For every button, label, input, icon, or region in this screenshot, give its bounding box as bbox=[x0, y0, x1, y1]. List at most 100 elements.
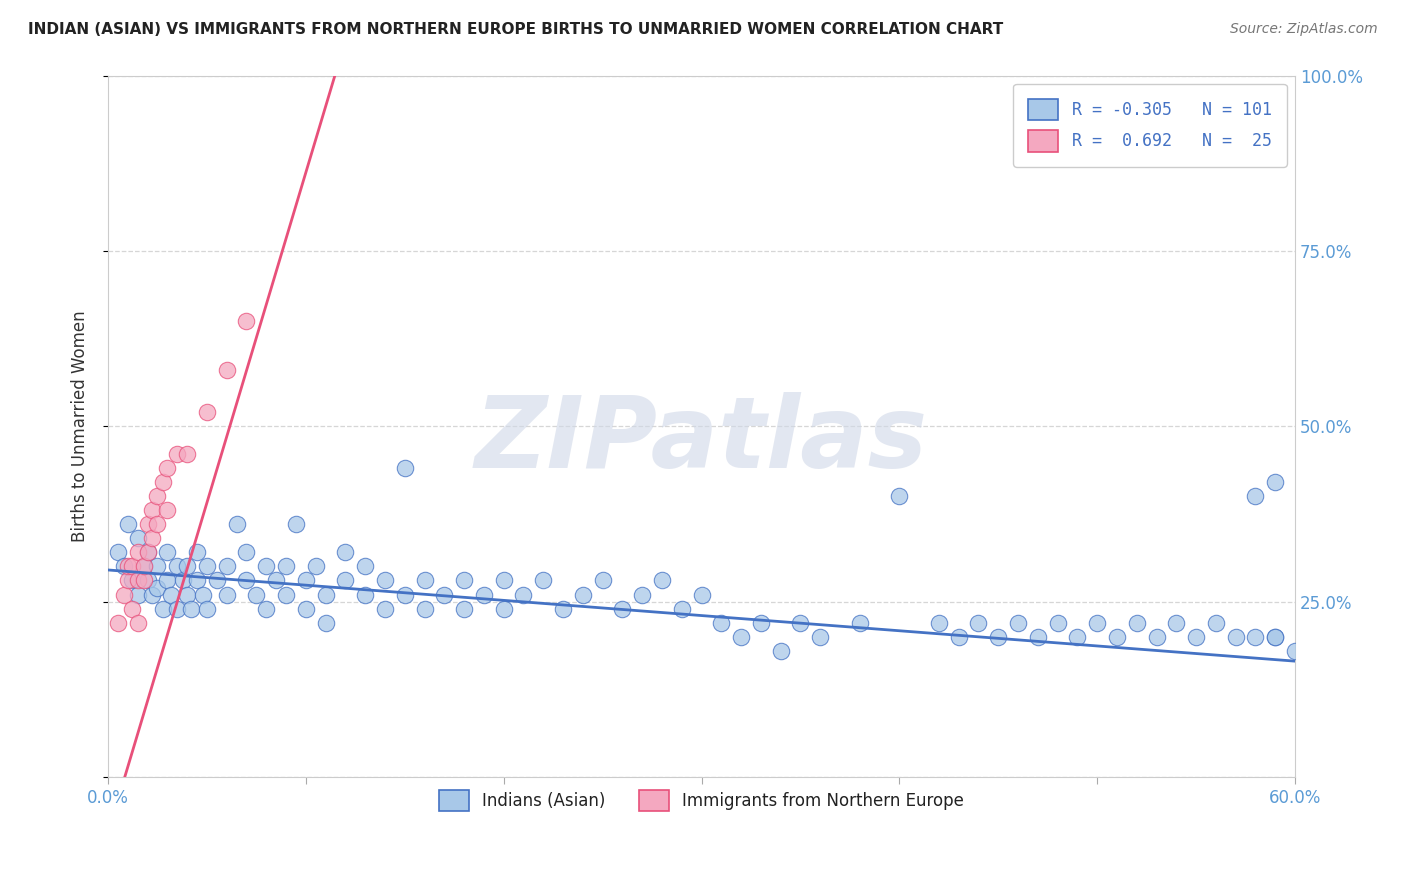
Point bbox=[176, 559, 198, 574]
Point bbox=[453, 601, 475, 615]
Point bbox=[254, 559, 277, 574]
Point bbox=[117, 574, 139, 588]
Point bbox=[152, 601, 174, 615]
Point bbox=[1244, 489, 1267, 503]
Point bbox=[671, 601, 693, 615]
Point bbox=[749, 615, 772, 630]
Point bbox=[264, 574, 287, 588]
Point bbox=[121, 559, 143, 574]
Point bbox=[136, 517, 159, 532]
Point bbox=[315, 587, 337, 601]
Point bbox=[1125, 615, 1147, 630]
Point bbox=[156, 574, 179, 588]
Point bbox=[166, 601, 188, 615]
Point bbox=[492, 574, 515, 588]
Point bbox=[612, 601, 634, 615]
Y-axis label: Births to Unmarried Women: Births to Unmarried Women bbox=[72, 310, 89, 542]
Point bbox=[141, 532, 163, 546]
Point bbox=[132, 559, 155, 574]
Point bbox=[1205, 615, 1227, 630]
Point bbox=[1244, 630, 1267, 644]
Point bbox=[730, 630, 752, 644]
Point bbox=[710, 615, 733, 630]
Point bbox=[127, 574, 149, 588]
Point bbox=[127, 532, 149, 546]
Point bbox=[631, 587, 654, 601]
Point bbox=[176, 587, 198, 601]
Point bbox=[235, 545, 257, 559]
Point bbox=[156, 461, 179, 475]
Point bbox=[1264, 475, 1286, 490]
Point bbox=[453, 574, 475, 588]
Point bbox=[1105, 630, 1128, 644]
Point bbox=[156, 503, 179, 517]
Point bbox=[1284, 643, 1306, 657]
Point bbox=[136, 574, 159, 588]
Point bbox=[1166, 615, 1188, 630]
Point bbox=[215, 587, 238, 601]
Point bbox=[335, 545, 357, 559]
Point bbox=[413, 574, 436, 588]
Point bbox=[1066, 630, 1088, 644]
Point bbox=[112, 587, 135, 601]
Point bbox=[235, 574, 257, 588]
Point bbox=[132, 559, 155, 574]
Point bbox=[195, 559, 218, 574]
Point bbox=[551, 601, 574, 615]
Text: Source: ZipAtlas.com: Source: ZipAtlas.com bbox=[1230, 22, 1378, 37]
Point bbox=[295, 601, 318, 615]
Point bbox=[136, 545, 159, 559]
Point bbox=[121, 601, 143, 615]
Point bbox=[1264, 630, 1286, 644]
Point bbox=[166, 559, 188, 574]
Point bbox=[225, 517, 247, 532]
Point bbox=[1026, 630, 1049, 644]
Point bbox=[374, 574, 396, 588]
Point bbox=[354, 587, 377, 601]
Point bbox=[1264, 630, 1286, 644]
Point bbox=[987, 630, 1010, 644]
Point bbox=[769, 643, 792, 657]
Point bbox=[928, 615, 950, 630]
Point bbox=[186, 545, 208, 559]
Point bbox=[690, 587, 713, 601]
Point bbox=[512, 587, 534, 601]
Point bbox=[651, 574, 673, 588]
Point bbox=[152, 475, 174, 490]
Point bbox=[1085, 615, 1108, 630]
Point bbox=[335, 574, 357, 588]
Point bbox=[172, 574, 194, 588]
Point bbox=[315, 615, 337, 630]
Point bbox=[295, 574, 318, 588]
Point bbox=[592, 574, 614, 588]
Point bbox=[107, 545, 129, 559]
Point bbox=[215, 559, 238, 574]
Point bbox=[1146, 630, 1168, 644]
Point bbox=[433, 587, 456, 601]
Point bbox=[808, 630, 831, 644]
Point bbox=[394, 587, 416, 601]
Point bbox=[245, 587, 267, 601]
Point bbox=[274, 559, 297, 574]
Point bbox=[305, 559, 328, 574]
Point bbox=[205, 574, 228, 588]
Point bbox=[394, 461, 416, 475]
Point bbox=[117, 517, 139, 532]
Point bbox=[195, 601, 218, 615]
Point bbox=[1185, 630, 1208, 644]
Point bbox=[180, 601, 202, 615]
Point bbox=[889, 489, 911, 503]
Point bbox=[492, 601, 515, 615]
Point bbox=[413, 601, 436, 615]
Point bbox=[967, 615, 990, 630]
Point bbox=[141, 587, 163, 601]
Point bbox=[215, 363, 238, 377]
Point bbox=[160, 587, 183, 601]
Point bbox=[146, 581, 169, 595]
Point bbox=[186, 574, 208, 588]
Point bbox=[146, 517, 169, 532]
Point bbox=[191, 587, 214, 601]
Point bbox=[156, 545, 179, 559]
Text: INDIAN (ASIAN) VS IMMIGRANTS FROM NORTHERN EUROPE BIRTHS TO UNMARRIED WOMEN CORR: INDIAN (ASIAN) VS IMMIGRANTS FROM NORTHE… bbox=[28, 22, 1004, 37]
Point bbox=[176, 447, 198, 461]
